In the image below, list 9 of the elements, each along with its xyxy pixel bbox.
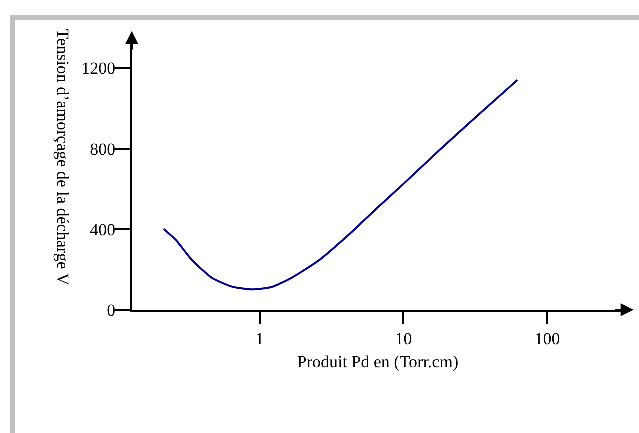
x-tick-label: 10 [395, 329, 412, 348]
y-tick-label: 800 [90, 140, 116, 159]
x-axis-title: Produit Pd en (Torr.cm) [297, 352, 459, 372]
y-tick-label: 0 [107, 300, 116, 320]
y-axis-title: Tension d’amorçage de la décharge V [53, 29, 72, 286]
x-tick-label: 1 [256, 329, 264, 348]
y-tick-label: 1200 [82, 59, 116, 78]
y-tick-label: 400 [90, 220, 116, 240]
x-tick-label: 100 [534, 329, 560, 348]
